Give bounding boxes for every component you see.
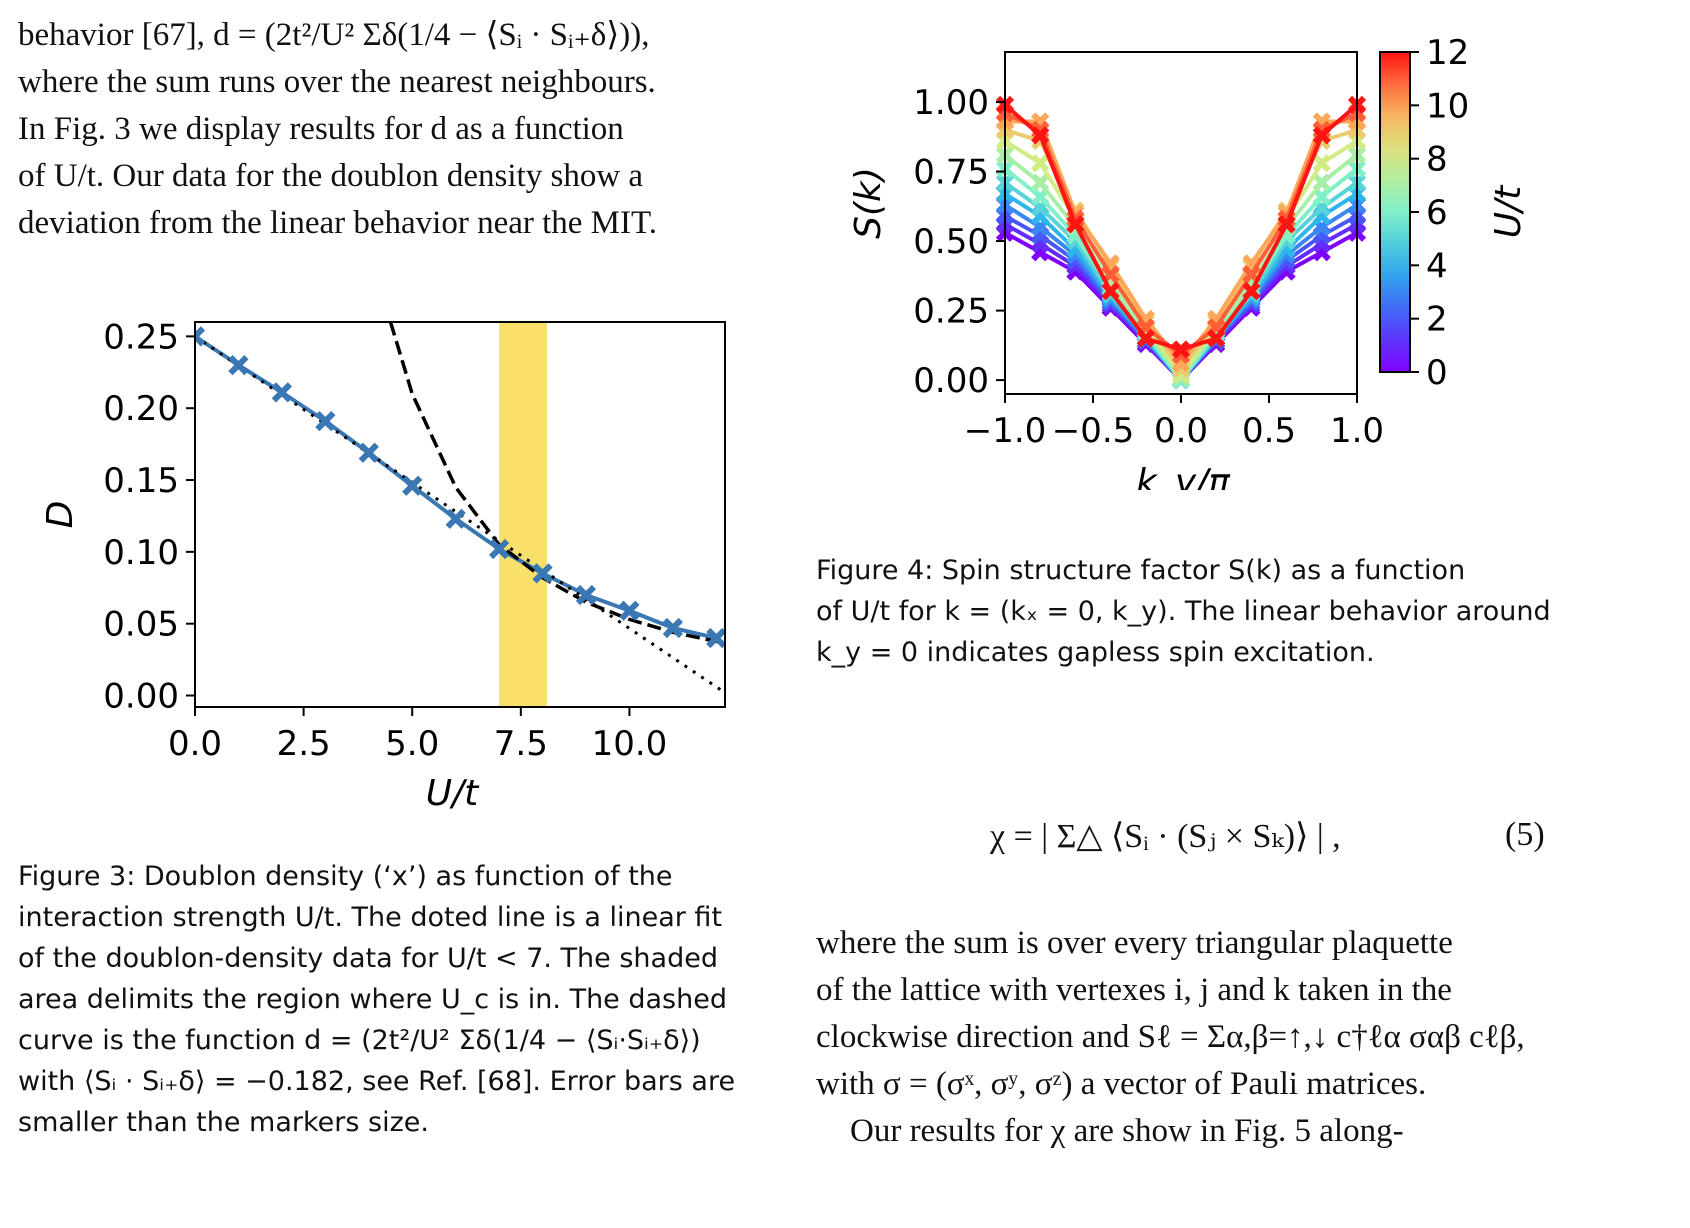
y-tick-label: 0.00 bbox=[913, 361, 989, 401]
data-point-marker bbox=[1242, 282, 1261, 301]
plot-area bbox=[995, 95, 1367, 390]
figure-3-doublon-density-chart: 0.0 2.5 5.0 7.5 10.0 0.00 0.05 0.10 0.15 0.20 0.25… bbox=[40, 317, 726, 814]
x-tick-label: 0.5 bbox=[1242, 411, 1296, 451]
y-tick-label: 0.25 bbox=[913, 292, 989, 332]
axes-frame bbox=[194, 321, 726, 708]
x-tick-label: 5.0 bbox=[385, 724, 439, 764]
y-tick-label: 0.75 bbox=[913, 153, 989, 193]
caption-line: curve is the function d = (2t²/U² Σδ(1/4… bbox=[18, 1025, 701, 1056]
y-axis-label: S(k) bbox=[848, 167, 889, 239]
data-point-marker bbox=[662, 617, 683, 639]
x-axis-label: k_y/π bbox=[1136, 462, 1231, 490]
data-point-marker bbox=[1031, 126, 1050, 145]
x-tick-label: 0.0 bbox=[1154, 411, 1208, 451]
data-point-marker bbox=[1207, 329, 1226, 348]
y-tick-label: 1.00 bbox=[913, 83, 989, 123]
data-point-marker bbox=[488, 538, 510, 560]
data-point-marker bbox=[195, 326, 206, 347]
series-line bbox=[1003, 103, 1359, 352]
data-point-marker bbox=[1312, 154, 1331, 173]
data-point-marker bbox=[271, 382, 293, 403]
y-tick-label: 0.20 bbox=[103, 389, 179, 429]
data-point-marker bbox=[1031, 187, 1050, 206]
series-line-dashed bbox=[388, 322, 722, 645]
figure-4-caption: Figure 4: Spin structure factor S(k) as … bbox=[816, 550, 1551, 673]
data-point-marker bbox=[1312, 173, 1331, 192]
data-point-marker bbox=[1136, 329, 1155, 348]
data-point-marker bbox=[445, 508, 466, 529]
caption-line: Figure 3: Doublon density (‘x’) as funct… bbox=[18, 861, 673, 892]
colorbar-tick-label: 10 bbox=[1426, 86, 1469, 126]
y-tick-label: 0.10 bbox=[103, 533, 179, 573]
data-point-marker bbox=[315, 411, 336, 432]
x-tick-label: 7.5 bbox=[494, 724, 548, 764]
colorbar-tick-label: 2 bbox=[1426, 300, 1448, 340]
text-line: behavior [67], d = (2t²/U² Σδ(1/4 − ⟨Sᵢ … bbox=[18, 17, 650, 53]
data-point-marker bbox=[1312, 187, 1331, 206]
caption-line: interaction strength U/t. The doted line… bbox=[18, 902, 723, 933]
colorbar-tick-label: 8 bbox=[1426, 140, 1448, 180]
data-point-marker bbox=[1031, 154, 1050, 173]
y-tick-label: 0.05 bbox=[103, 605, 179, 645]
series-line-solid-x-markers bbox=[195, 334, 717, 640]
caption-line: of the doublon-density data for U/t < 7.… bbox=[18, 943, 718, 974]
y-tick-label: 0.15 bbox=[103, 461, 179, 501]
colorbar-tick-label: 12 bbox=[1426, 33, 1469, 73]
y-axis-label: D bbox=[40, 501, 81, 529]
y-tick-label: 0.00 bbox=[103, 677, 179, 717]
equation-number: (5) bbox=[1505, 816, 1545, 853]
colorbar-tick-label: 0 bbox=[1426, 353, 1448, 393]
data-point-marker bbox=[1101, 282, 1120, 301]
data-point-marker bbox=[358, 442, 379, 463]
y-tick-label: 0.25 bbox=[103, 317, 179, 357]
figure-3-caption: Figure 3: Doublon density (‘x’) as funct… bbox=[18, 856, 735, 1143]
data-point-marker bbox=[532, 563, 553, 584]
data-point-marker bbox=[1277, 215, 1296, 234]
data-point-marker bbox=[706, 627, 725, 649]
colorbar-tick-label: 4 bbox=[1426, 246, 1448, 286]
text-line: where the sum runs over the nearest neig… bbox=[18, 64, 656, 100]
colorbar-tick-label: 6 bbox=[1426, 193, 1448, 233]
data-point-marker bbox=[1312, 126, 1331, 145]
text-line: of the lattice with vertexes i, j and k … bbox=[816, 972, 1452, 1008]
x-tick-label: −0.5 bbox=[1052, 411, 1135, 451]
text-line: In Fig. 3 we display results for d as a … bbox=[18, 111, 624, 147]
data-point-marker bbox=[1031, 173, 1050, 192]
colorbar-label: U/t bbox=[1488, 184, 1529, 238]
x-tick-label: 10.0 bbox=[592, 724, 668, 764]
text-line: with σ = (σˣ, σʸ, σᶻ) a vector of Pauli … bbox=[816, 1066, 1427, 1102]
caption-line: of U/t for k = (kₓ = 0, k_y). The linear… bbox=[816, 596, 1551, 627]
text-line: of U/t. Our data for the doublon density… bbox=[18, 158, 644, 194]
data-point-marker bbox=[575, 584, 597, 606]
y-tick-label: 0.50 bbox=[913, 222, 989, 262]
body-paragraph: where the sum is over every triangular p… bbox=[816, 920, 1525, 1155]
text-line: deviation from the linear behavior near … bbox=[18, 205, 657, 241]
x-tick-label: 2.5 bbox=[277, 724, 331, 764]
x-tick-label: 1.0 bbox=[1330, 411, 1384, 451]
x-tick-label: −1.0 bbox=[964, 411, 1047, 451]
shaded-region-uc bbox=[499, 322, 547, 707]
data-point-marker bbox=[1066, 215, 1085, 234]
caption-line: Figure 4: Spin structure factor S(k) as … bbox=[816, 555, 1466, 586]
data-point-marker bbox=[228, 354, 249, 376]
colorbar bbox=[1379, 51, 1411, 373]
caption-line: k_y = 0 indicates gapless spin excitatio… bbox=[816, 637, 1375, 668]
x-axis-label: U/t bbox=[426, 773, 480, 814]
text-line: clockwise direction and Sℓ = Σα,β=↑,↓ c†… bbox=[816, 1019, 1525, 1055]
x-tick-label: 0.0 bbox=[168, 724, 222, 764]
plot-area bbox=[195, 322, 725, 692]
data-point-marker bbox=[402, 475, 423, 496]
caption-line: smaller than the markers size. bbox=[18, 1107, 429, 1138]
data-point-marker bbox=[619, 600, 640, 621]
equation-5: χ = | Σ△ ⟨Sᵢ · (Sⱼ × Sₖ)⟩ | , bbox=[990, 818, 1341, 855]
caption-line: with ⟨Sᵢ · Sᵢ₊δ⟩ = −0.182, see Ref. [68]… bbox=[18, 1066, 736, 1097]
figure-4-spin-structure-chart: −1.0 −0.5 0.0 0.5 1.0 0.00 0.25 0.50 0.75 1.00 k_y… bbox=[848, 33, 1529, 490]
intro-paragraph: behavior [67], d = (2t²/U² Σδ(1/4 − ⟨Sᵢ … bbox=[18, 12, 657, 247]
text-line: where the sum is over every triangular p… bbox=[816, 925, 1453, 961]
text-line: Our results for χ are show in Fig. 5 alo… bbox=[850, 1113, 1404, 1149]
data-point-marker bbox=[1171, 340, 1191, 359]
caption-line: area delimits the region where U_c is in… bbox=[18, 984, 727, 1015]
